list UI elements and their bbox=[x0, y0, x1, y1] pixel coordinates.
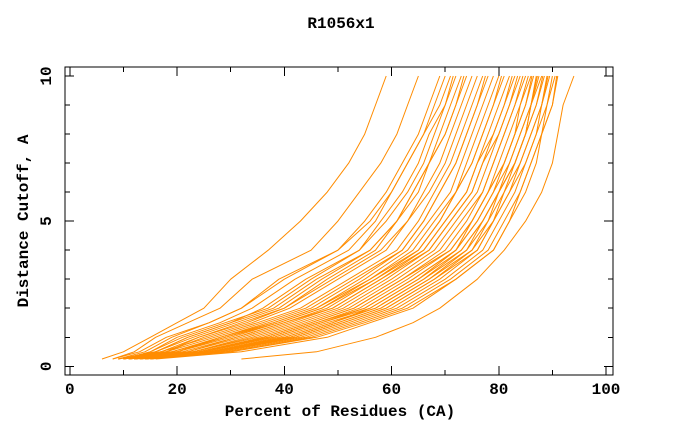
chart-title: R1056x1 bbox=[307, 15, 374, 33]
curve-line bbox=[241, 75, 575, 360]
curve-line bbox=[123, 75, 478, 360]
curve-line bbox=[123, 75, 446, 360]
x-axis-label: Percent of Residues (CA) bbox=[225, 403, 455, 421]
x-tick-label: 100 bbox=[592, 381, 621, 399]
curve-line bbox=[139, 75, 529, 360]
curve-line bbox=[134, 75, 521, 360]
x-tick-label: 60 bbox=[382, 381, 401, 399]
curve-line bbox=[134, 75, 465, 360]
curve-line bbox=[117, 75, 451, 360]
curve-line bbox=[139, 75, 545, 360]
plot-area: 0 20 40 60 80 100 0 5 10 bbox=[38, 66, 620, 399]
curve-line bbox=[101, 75, 387, 360]
curve-line bbox=[123, 75, 468, 360]
y-tick-label: 0 bbox=[38, 361, 56, 371]
curve-line bbox=[139, 75, 502, 360]
curve-line bbox=[128, 75, 527, 360]
y-tick-label: 10 bbox=[38, 66, 56, 85]
x-tick-label: 0 bbox=[65, 381, 75, 399]
curve-line bbox=[123, 75, 457, 360]
curve-line bbox=[134, 75, 535, 360]
curve-line bbox=[128, 75, 538, 360]
curve-line bbox=[134, 75, 532, 360]
curve-line bbox=[123, 75, 500, 360]
curve-line bbox=[128, 75, 473, 360]
curve-line bbox=[155, 75, 558, 360]
curve-line bbox=[134, 75, 549, 360]
curve-line bbox=[123, 75, 489, 360]
curve-line bbox=[128, 75, 505, 360]
y-tick-label: 5 bbox=[38, 216, 56, 226]
y-axis-label: Distance Cutoff, A bbox=[15, 134, 33, 307]
curve-line bbox=[118, 75, 484, 360]
curve-line bbox=[128, 75, 494, 360]
curve-line bbox=[139, 75, 553, 360]
curve-line bbox=[112, 75, 419, 360]
x-tick-label: 40 bbox=[275, 381, 294, 399]
x-tick-label: 20 bbox=[167, 381, 186, 399]
x-tick-label: 80 bbox=[489, 381, 508, 399]
